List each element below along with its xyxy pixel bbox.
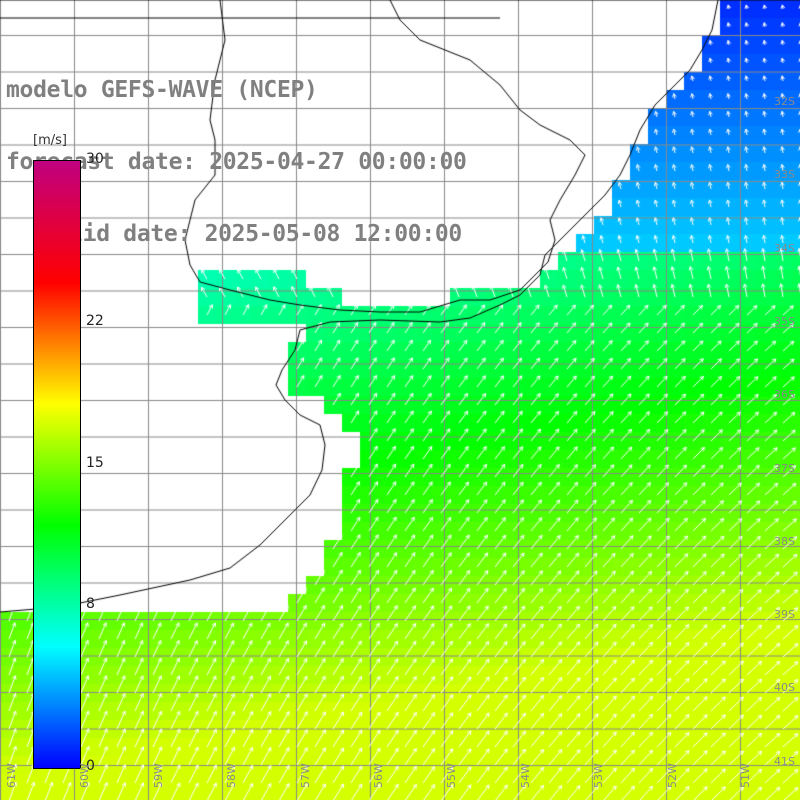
longitude-label: 59W [151, 763, 165, 788]
longitude-label: 61W [5, 763, 18, 788]
colorbar-unit: [m/s] [33, 133, 67, 148]
colorbar-tick: 22 [86, 312, 104, 329]
colorbar-tick: 15 [86, 454, 104, 471]
longitude-label: 55W [445, 763, 459, 788]
longitude-label: 53W [592, 763, 606, 788]
latitude-label: 39S [774, 608, 795, 622]
colorbar [33, 160, 81, 769]
colorbar-tick: 30 [86, 151, 104, 167]
longitude-label: 56W [372, 763, 385, 788]
longitude-label: 52W [665, 763, 679, 788]
latitude-label: 34S [774, 241, 795, 255]
longitude-label: 60W [78, 763, 92, 788]
model-title: modelo GEFS-WAVE (NCEP) [6, 77, 318, 103]
latitude-label: 41S [774, 754, 795, 768]
latitude-label: 36S [774, 388, 795, 402]
latitude-label: 38S [774, 534, 795, 548]
colorbar-tick: 8 [86, 596, 95, 613]
longitude-label: 54W [518, 763, 532, 788]
longitude-label: 51W [739, 763, 752, 788]
longitude-label: 58W [225, 763, 239, 788]
longitude-label: 57W [298, 763, 312, 788]
colorbar-tick: 0 [86, 758, 95, 774]
latitude-label: 40S [774, 681, 795, 695]
latitude-label: 32S [774, 95, 795, 108]
latitude-label: 37S [774, 461, 795, 475]
latitude-label: 33S [774, 168, 795, 182]
latitude-label: 35S [774, 314, 795, 328]
